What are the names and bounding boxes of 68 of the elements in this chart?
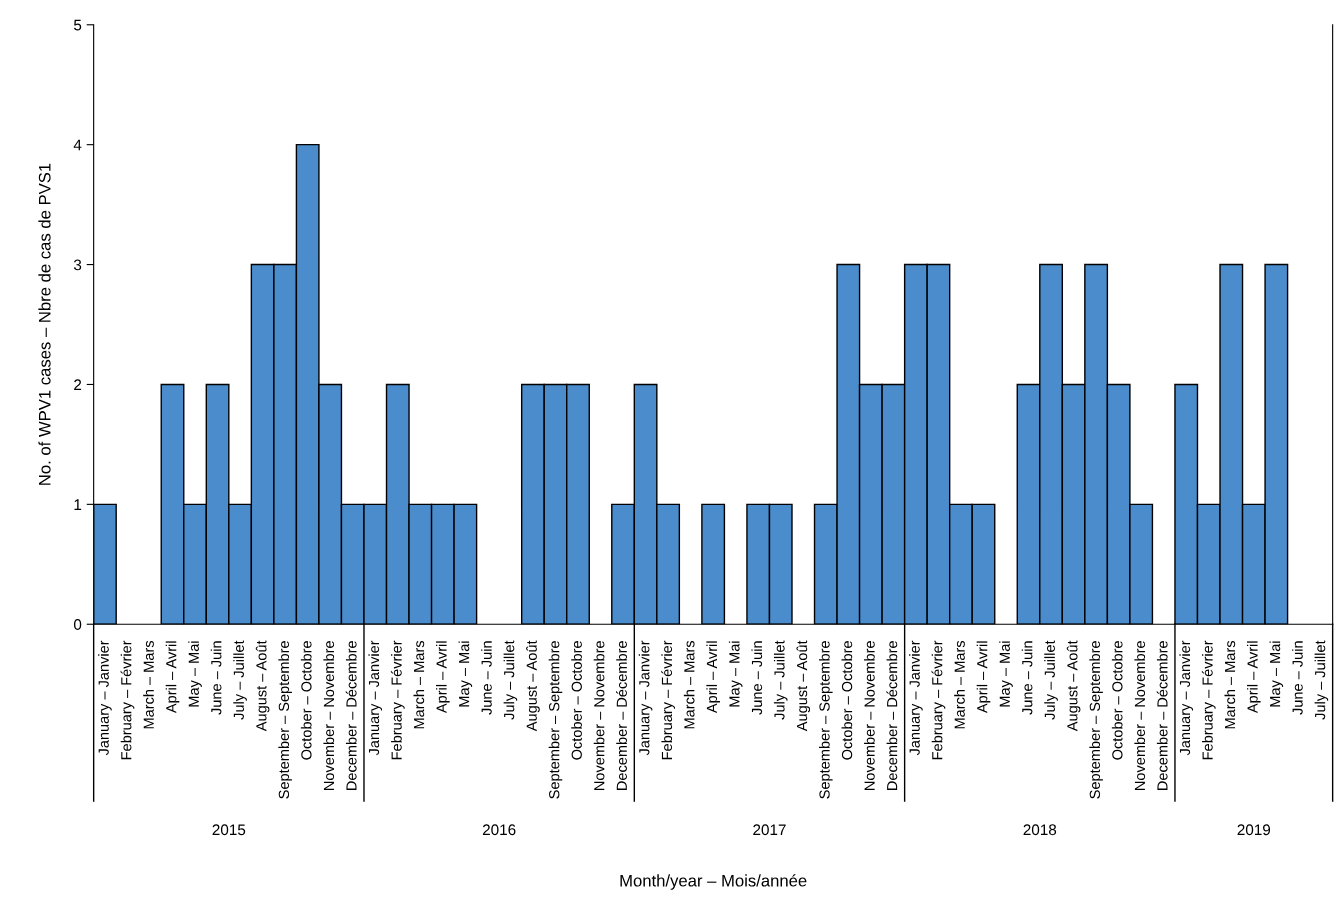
x-tick-label: September – Septembre: [278, 641, 292, 799]
x-tick-label: February – Février: [120, 640, 135, 760]
x-tick-label: March – Mars: [143, 640, 154, 729]
x-tick-label: November – Novembre: [1134, 641, 1146, 790]
x-axis-title: Month/year – Mois/année: [620, 874, 807, 890]
x-tick-label: October – Octobre: [1111, 641, 1123, 760]
x-tick-label: May – Mai: [458, 641, 473, 707]
text: 2016: [482, 824, 516, 836]
x-tick-label: July – Juillet: [773, 640, 788, 720]
x-tick-label: June – Juin: [751, 641, 763, 715]
x-tick-label: July – Juillet: [503, 640, 518, 720]
x-tick-label: June – Juin: [1021, 641, 1033, 715]
x-tick-label: May – Mai: [188, 641, 202, 707]
x-tick-label: March – Mars: [683, 640, 695, 729]
x-tick-label: August – Août: [796, 640, 811, 732]
x-tick-label: May – Mai: [1269, 641, 1284, 707]
x-tick-label: July – Juillet: [233, 640, 247, 720]
x-tick-label: May – Mai: [728, 641, 743, 707]
y-tick-label: 4: [73, 139, 82, 151]
text: 2019: [1237, 824, 1271, 836]
x-tick-label: November – Novembre: [323, 641, 335, 790]
x-tick-label: October – Octobre: [300, 641, 312, 760]
x-tick-label: July – Juillet: [1314, 640, 1329, 720]
x-tick-label: July – Juillet: [1044, 640, 1058, 720]
x-tick-label: December – Décembre: [616, 641, 627, 790]
x-tick-label: November – Novembre: [864, 641, 875, 790]
x-tick-label: January – Janvier: [368, 640, 383, 756]
x-tick-label: March – Mars: [954, 640, 965, 729]
x-tick-label: February – Février: [661, 640, 675, 760]
text: 2015: [212, 824, 246, 836]
text: 2017: [753, 824, 786, 836]
x-tick-label: October – Octobre: [571, 641, 582, 760]
y-tick-label: 2: [74, 379, 82, 390]
text: 2018: [1023, 824, 1057, 836]
x-tick-label: April – Avril: [706, 641, 720, 714]
y-tick-label: 0: [73, 619, 82, 630]
x-tick-label: May – Mai: [999, 641, 1013, 707]
x-tick-label: April – Avril: [1247, 641, 1261, 714]
x-tick-label: March – Mars: [413, 640, 425, 729]
x-tick-label: June – Juin: [1292, 641, 1303, 715]
x-tick-label: August – Août: [526, 640, 540, 732]
x-tick-label: March – Mars: [1224, 640, 1236, 729]
x-tick-label: August – Août: [1066, 640, 1081, 732]
x-tick-label: February – Février: [1201, 640, 1216, 760]
x-tick-label: January – Janvier: [1179, 640, 1194, 756]
x-tick-label: June – Juin: [481, 641, 492, 715]
x-tick-label: February – Février: [931, 640, 946, 760]
x-tick-label: April – Avril: [976, 641, 991, 714]
x-tick-label: January – Janvier: [98, 640, 112, 756]
x-tick-label: December – Décembre: [1156, 641, 1168, 790]
x-tick-label: September – Septembre: [818, 641, 833, 799]
x-tick-label: January – Janvier: [909, 640, 923, 756]
x-tick-label: December – Décembre: [345, 641, 357, 790]
x-tick-label: September – Septembre: [548, 641, 563, 799]
x-tick-label: August – Août: [255, 640, 270, 732]
x-tick-label: April – Avril: [165, 641, 180, 714]
y-tick-label: 3: [73, 259, 82, 271]
x-tick-label: December – Décembre: [886, 641, 898, 790]
x-tick-label: November – Novembre: [593, 641, 605, 790]
x-tick-label: October – Octobre: [841, 641, 853, 760]
y-tick-label: 5: [73, 19, 82, 31]
y-axis-title: No. of WPV1 cases – Nbre de cas de PVS1: [38, 163, 51, 485]
x-tick-label: June – Juin: [210, 641, 222, 715]
y-tick-label: 1: [74, 499, 82, 510]
x-tick-label: February – Février: [390, 640, 405, 760]
x-tick-label: September – Septembre: [1089, 641, 1103, 799]
x-tick-label: April – Avril: [436, 641, 450, 714]
x-tick-label: January – Janvier: [638, 640, 653, 756]
